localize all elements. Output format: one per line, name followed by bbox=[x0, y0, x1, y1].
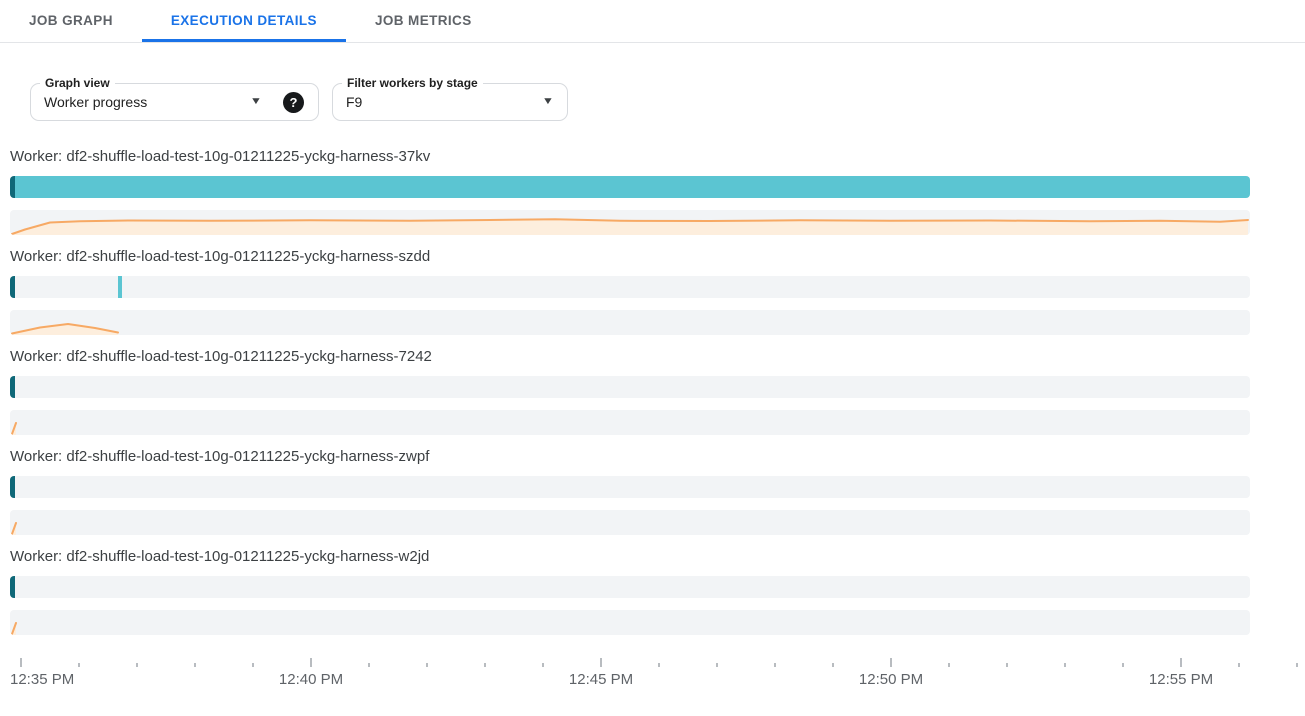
worker-progress-bar bbox=[10, 476, 1250, 498]
worker-progress-bar bbox=[10, 376, 1250, 398]
worker-list: Worker: df2-shuffle-load-test-10g-012112… bbox=[10, 147, 1250, 647]
graph-controls: Graph view Worker progress ▼ ? Filter wo… bbox=[30, 76, 1305, 121]
worker-cpu-sparkline bbox=[10, 510, 1250, 535]
worker-title: Worker: df2-shuffle-load-test-10g-012112… bbox=[10, 548, 430, 565]
worker-cpu-sparkline bbox=[10, 410, 1250, 435]
filter-stage-value: F9 bbox=[346, 94, 363, 110]
worker-title: Worker: df2-shuffle-load-test-10g-012112… bbox=[10, 448, 430, 465]
tab-job-metrics[interactable]: JOB METRICS bbox=[374, 13, 472, 28]
graph-view-value: Worker progress bbox=[44, 94, 148, 110]
help-icon[interactable]: ? bbox=[283, 91, 304, 113]
time-axis-label: 12:55 PM bbox=[1148, 671, 1214, 688]
progress-segment bbox=[10, 176, 15, 198]
worker-cpu-sparkline bbox=[10, 310, 1250, 335]
worker-title: Worker: df2-shuffle-load-test-10g-012112… bbox=[10, 148, 431, 165]
tab-execution-details[interactable]: EXECUTION DETAILS bbox=[141, 0, 346, 42]
progress-segment bbox=[10, 576, 15, 598]
time-axis-label: 12:45 PM bbox=[568, 671, 634, 688]
time-axis-labels: 12:35 PM 12:40 PM 12:45 PM 12:50 PM 12:55 PM bbox=[0, 669, 1305, 691]
tab-job-graph[interactable]: JOB GRAPH bbox=[29, 13, 113, 28]
worker-title: Worker: df2-shuffle-load-test-10g-012112… bbox=[10, 348, 432, 365]
chevron-down-icon: ▼ bbox=[541, 96, 555, 107]
worker-cpu-sparkline bbox=[10, 210, 1250, 235]
tab-bar: JOB GRAPH EXECUTION DETAILS JOB METRICS bbox=[0, 0, 1305, 43]
worker-cpu-sparkline bbox=[10, 610, 1250, 635]
worker-progress-bar bbox=[10, 576, 1250, 598]
progress-segment bbox=[10, 476, 15, 498]
worker-row: Worker: df2-shuffle-load-test-10g-012112… bbox=[10, 547, 1250, 647]
time-axis: 12:35 PM 12:40 PM 12:45 PM 12:50 PM 12:55 PM bbox=[0, 655, 1305, 703]
progress-segment bbox=[15, 176, 1250, 198]
time-axis-ticks bbox=[20, 658, 1298, 667]
filter-stage-select[interactable]: Filter workers by stage F9 ▼ bbox=[332, 76, 568, 121]
progress-segment bbox=[10, 276, 15, 298]
progress-segment bbox=[118, 276, 122, 298]
filter-stage-label: Filter workers by stage bbox=[342, 76, 483, 90]
graph-view-select[interactable]: Graph view Worker progress ▼ ? bbox=[30, 76, 319, 121]
time-axis-label: 12:50 PM bbox=[858, 671, 924, 688]
worker-progress-bar bbox=[10, 176, 1250, 198]
worker-row: Worker: df2-shuffle-load-test-10g-012112… bbox=[10, 147, 1250, 247]
worker-progress-bar bbox=[10, 276, 1250, 298]
graph-view-label: Graph view bbox=[40, 76, 115, 90]
worker-title: Worker: df2-shuffle-load-test-10g-012112… bbox=[10, 248, 431, 265]
worker-row: Worker: df2-shuffle-load-test-10g-012112… bbox=[10, 247, 1250, 347]
chevron-down-icon: ▼ bbox=[249, 96, 263, 107]
progress-segment bbox=[10, 376, 15, 398]
time-axis-label: 12:40 PM bbox=[278, 671, 344, 688]
time-axis-label: 12:35 PM bbox=[10, 671, 75, 688]
worker-row: Worker: df2-shuffle-load-test-10g-012112… bbox=[10, 447, 1250, 547]
worker-row: Worker: df2-shuffle-load-test-10g-012112… bbox=[10, 347, 1250, 447]
